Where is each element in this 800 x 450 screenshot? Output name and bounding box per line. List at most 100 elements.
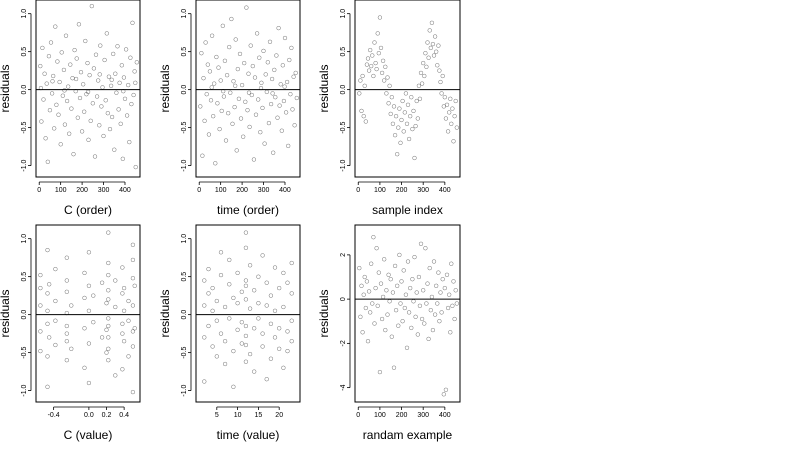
data-point [132, 326, 137, 331]
data-point [130, 242, 136, 247]
y-tick-label: 0.0 [21, 85, 28, 95]
data-point [451, 279, 456, 284]
y-tick-label: -0.5 [181, 121, 188, 133]
data-point [272, 308, 278, 313]
data-point [223, 138, 229, 143]
data-point [405, 102, 411, 107]
data-point [51, 73, 56, 79]
y-tick-label: -4 [340, 384, 347, 390]
data-point [431, 53, 437, 58]
data-point [417, 96, 423, 101]
data-point [104, 31, 109, 36]
data-point [436, 270, 441, 275]
data-point [38, 63, 43, 69]
x-axis-title: time (value) [217, 428, 280, 442]
data-point [216, 65, 221, 70]
data-point [261, 48, 266, 54]
data-point [282, 84, 287, 89]
data-point [90, 101, 95, 106]
data-point [126, 82, 131, 88]
data-point [391, 365, 397, 370]
y-axis-title: residuals [0, 64, 12, 112]
data-point [374, 66, 379, 72]
x-tick-label: 10 [234, 412, 242, 419]
data-point [60, 93, 65, 98]
data-point [424, 301, 429, 306]
data-point [117, 80, 122, 85]
x-axis-title: time (order) [217, 203, 279, 217]
data-point [430, 327, 436, 333]
x-tick-label: 0.0 [84, 412, 94, 419]
plot-frame [35, 0, 141, 178]
data-point [202, 379, 207, 384]
data-point [106, 260, 111, 266]
data-point [232, 104, 237, 110]
data-point [406, 310, 412, 315]
data-point [206, 132, 212, 137]
data-point [452, 114, 457, 119]
data-point [239, 341, 244, 346]
data-point [221, 94, 227, 99]
data-point [53, 298, 58, 304]
data-point [81, 82, 86, 87]
data-point [292, 123, 297, 128]
data-point [120, 265, 125, 270]
data-point [247, 351, 253, 357]
data-point [121, 75, 127, 80]
data-point [106, 230, 111, 235]
data-point [379, 316, 385, 322]
data-point [78, 70, 84, 75]
data-point [439, 310, 444, 315]
data-point [289, 260, 294, 266]
x-tick-label: 0.4 [119, 412, 129, 419]
data-point [100, 85, 105, 90]
data-point [45, 321, 50, 326]
data-point [268, 293, 274, 298]
data-point [275, 115, 280, 120]
data-point [39, 119, 44, 124]
data-point [393, 114, 399, 119]
data-point [86, 250, 92, 255]
data-point [247, 306, 253, 311]
data-point [218, 78, 223, 83]
data-point [247, 263, 253, 268]
x-tick-label: -0.4 [48, 412, 60, 419]
x-tick-label: 0 [356, 187, 360, 194]
y-axis-title: residuals [317, 289, 331, 337]
data-point [222, 58, 228, 63]
data-point [398, 301, 403, 306]
data-point [243, 245, 249, 250]
data-point [273, 95, 278, 100]
data-point [227, 257, 232, 263]
data-point [376, 51, 381, 56]
data-point [388, 111, 393, 117]
data-point [38, 272, 43, 278]
data-point [214, 354, 219, 359]
data-point [277, 285, 282, 291]
data-point [45, 247, 50, 253]
data-point [361, 292, 366, 297]
data-point [86, 380, 92, 386]
data-point [387, 83, 392, 88]
data-point [257, 55, 262, 60]
data-point [362, 83, 367, 88]
data-point [44, 81, 49, 86]
data-point [89, 3, 94, 9]
data-point [113, 304, 118, 310]
data-point [91, 66, 97, 71]
data-point [45, 291, 50, 296]
data-point [378, 281, 384, 286]
data-point [45, 308, 50, 313]
data-point [85, 60, 90, 66]
data-point [98, 43, 103, 48]
data-point [201, 76, 206, 81]
data-point [198, 104, 203, 109]
data-point [49, 91, 55, 96]
data-point [92, 154, 98, 159]
data-point [253, 112, 259, 117]
data-point [435, 63, 440, 68]
data-point [430, 41, 436, 47]
data-point [121, 308, 127, 313]
data-point [383, 64, 388, 69]
data-point [268, 356, 274, 361]
